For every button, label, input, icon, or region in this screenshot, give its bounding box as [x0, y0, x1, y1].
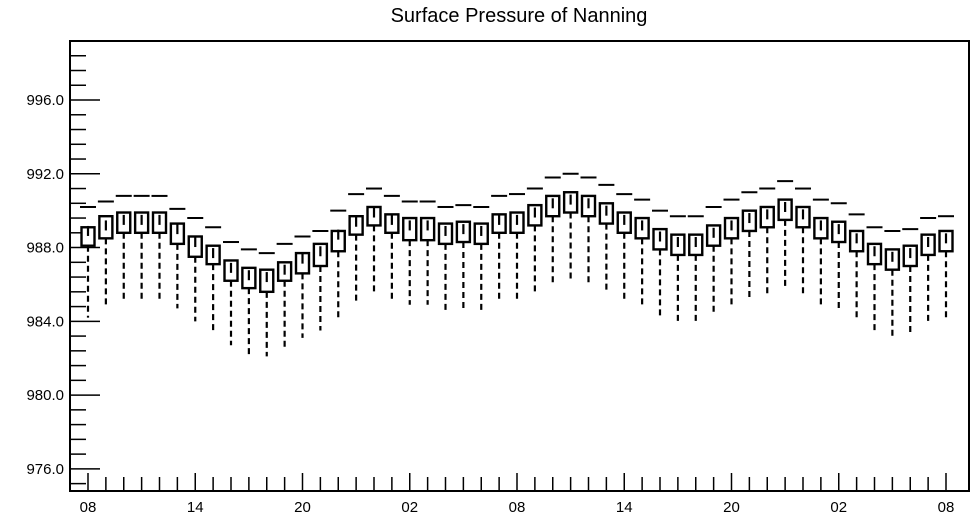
- box-item: [544, 176, 561, 283]
- box-item: [938, 215, 954, 320]
- box-item: [741, 191, 758, 300]
- box-item: [884, 229, 901, 338]
- box-item: [133, 194, 150, 300]
- box-item: [795, 187, 811, 296]
- box-item: [294, 235, 311, 338]
- box-item: [491, 194, 508, 302]
- box-item: [616, 193, 633, 302]
- box-item: [598, 183, 615, 292]
- box-item: [383, 194, 400, 300]
- box-item: [848, 213, 865, 320]
- x-tick-label: 14: [616, 499, 633, 516]
- box-item: [580, 176, 597, 285]
- box-item: [687, 215, 704, 324]
- box-item: [348, 193, 365, 302]
- box-item: [652, 209, 668, 318]
- box-item: [169, 207, 186, 309]
- box-item: [276, 242, 293, 349]
- x-tick-label: 20: [723, 499, 740, 516]
- x-tick-label: 08: [80, 499, 97, 516]
- box-item: [634, 198, 651, 307]
- y-tick-label: 988.0: [26, 240, 64, 257]
- box-item: [473, 205, 490, 313]
- box-item: [437, 205, 454, 313]
- box-item: [669, 215, 686, 324]
- x-tick-label: 02: [401, 499, 418, 516]
- box-item: [777, 180, 794, 289]
- box-item: [205, 226, 222, 333]
- box-item: [80, 205, 96, 318]
- box-item: [401, 200, 418, 305]
- box-item: [187, 217, 204, 322]
- box-item: [115, 194, 132, 302]
- box-item: [723, 198, 740, 307]
- box-item: [509, 193, 525, 302]
- y-tick-label: 992.0: [26, 166, 64, 183]
- y-axis: 976.0 980.0 984.0 988.0 992.0 996.0: [26, 40, 100, 485]
- box-item: [812, 198, 829, 307]
- y-tick-label: 984.0: [26, 313, 64, 330]
- x-tick-label: 20: [294, 499, 311, 516]
- plot-frame: [69, 40, 970, 492]
- box-item: [223, 241, 239, 346]
- y-tick-label: 976.0: [26, 461, 64, 478]
- box-item: [366, 187, 382, 294]
- box-item: [866, 226, 883, 333]
- x-tick-label: 14: [187, 499, 204, 516]
- box-item: [455, 204, 472, 311]
- box-item: [151, 194, 168, 300]
- box-item: [419, 200, 436, 305]
- x-tick-label: 08: [509, 499, 526, 516]
- box-item: [562, 172, 579, 279]
- x-tick-label: 08: [938, 499, 955, 516]
- box-item: [258, 252, 275, 357]
- box-item: [830, 202, 847, 311]
- x-axis: 08 14 20 02 08 14 20 02 08: [80, 473, 955, 516]
- box-item: [920, 217, 937, 324]
- y-tick-label: 996.0: [26, 92, 64, 109]
- y-tick-label: 980.0: [26, 387, 64, 404]
- boxes-layer: [80, 172, 954, 357]
- box-item: [526, 187, 543, 292]
- box-item: [705, 205, 722, 314]
- box-item: [330, 209, 347, 318]
- box-item: [759, 187, 776, 296]
- box-item: [240, 248, 257, 355]
- box-item: [97, 200, 114, 305]
- box-item: [902, 228, 919, 335]
- x-tick-label: 02: [830, 499, 847, 516]
- box-item: [312, 229, 329, 331]
- chart-title: Surface Pressure of Nanning: [391, 5, 648, 27]
